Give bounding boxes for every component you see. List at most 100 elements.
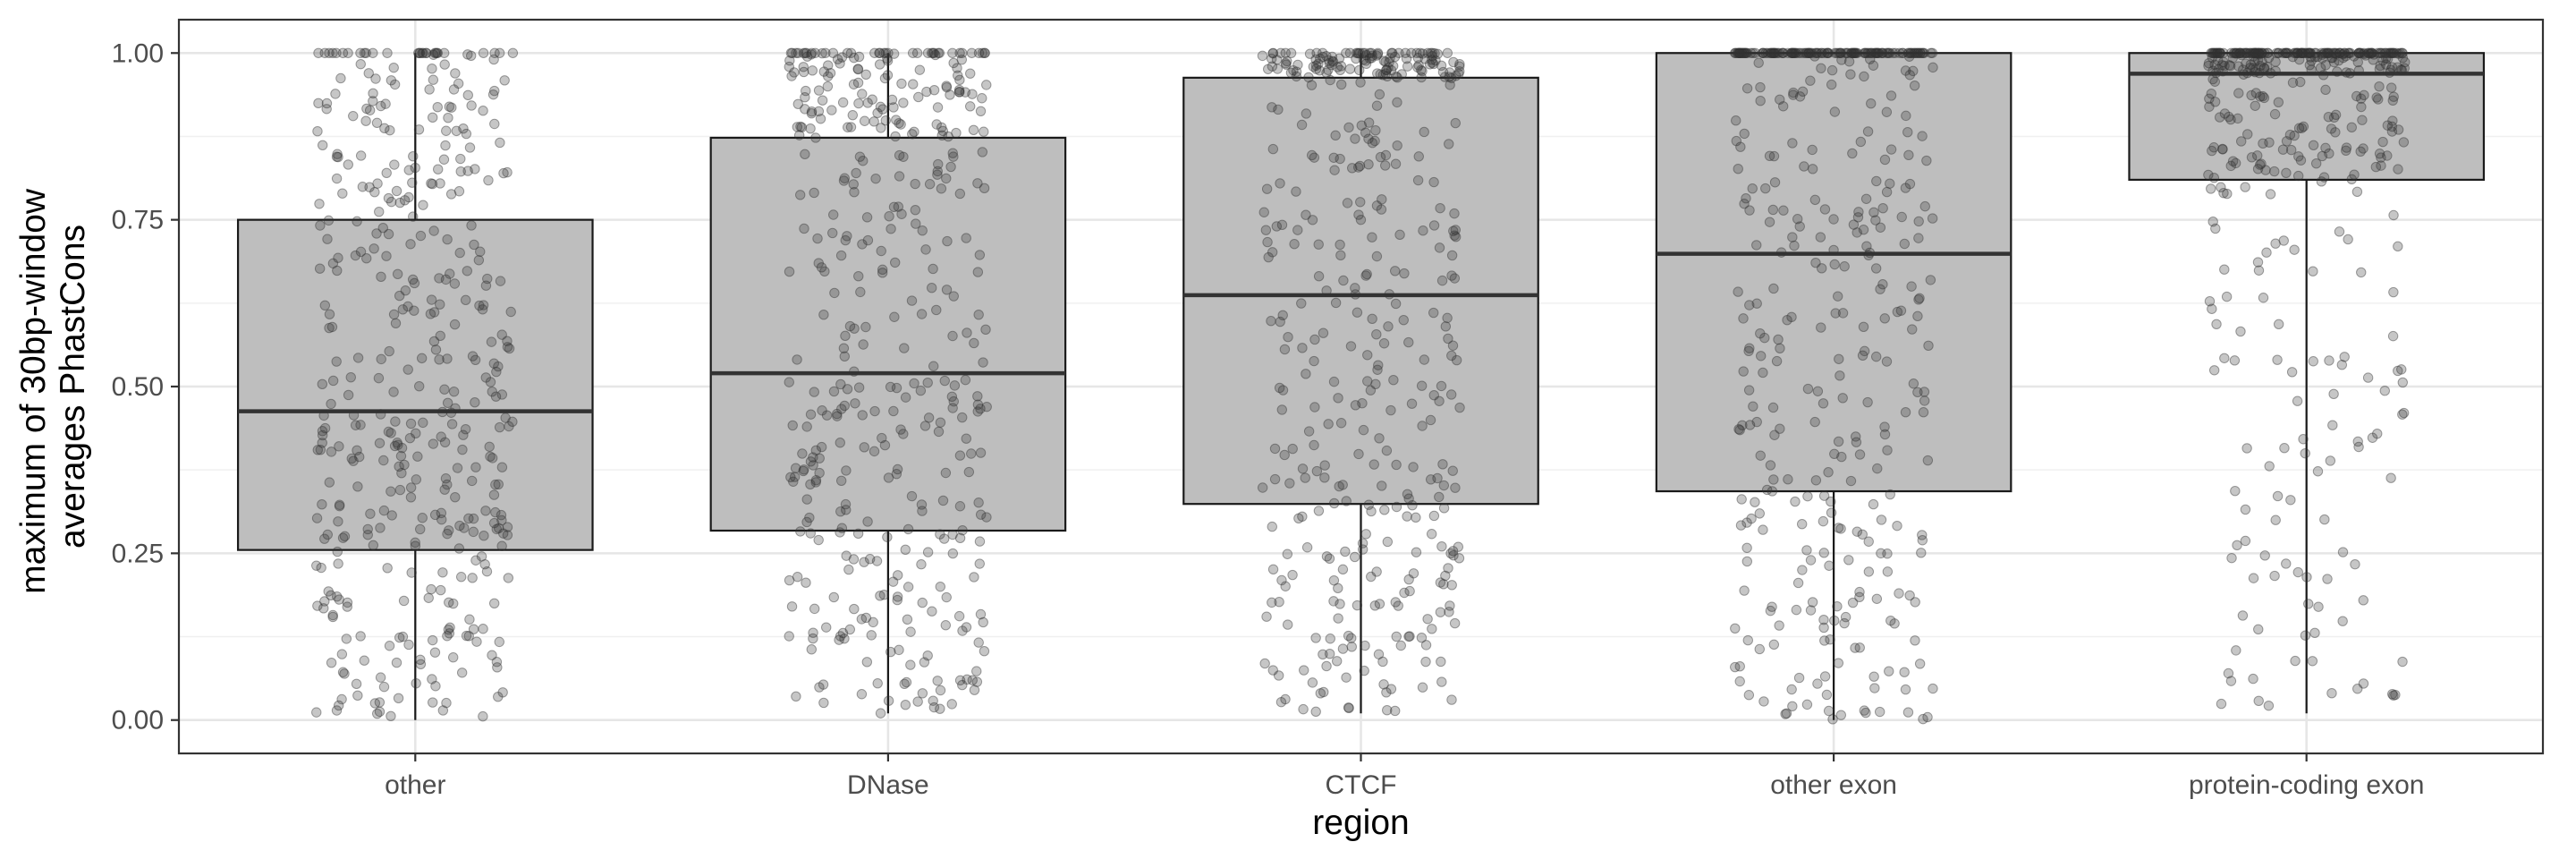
data-point	[2240, 535, 2251, 547]
data-point	[1445, 389, 1457, 400]
data-point	[312, 600, 323, 611]
data-point	[858, 339, 869, 350]
x-tick-label: other	[385, 770, 445, 800]
data-point	[1435, 577, 1446, 588]
data-point	[1900, 183, 1911, 193]
data-point	[2207, 217, 2218, 227]
data-point	[1899, 667, 1910, 677]
data-point	[1767, 47, 1777, 58]
data-point	[1860, 193, 1872, 204]
data-point	[448, 84, 460, 95]
data-point	[974, 536, 986, 547]
data-point	[2337, 48, 2349, 60]
data-point	[1879, 313, 1890, 324]
data-point	[497, 687, 508, 698]
data-point	[1377, 656, 1388, 668]
data-point	[2292, 47, 2303, 58]
data-point	[1791, 604, 1802, 616]
data-point	[934, 47, 945, 58]
data-point	[1903, 149, 1914, 161]
data-point	[2257, 56, 2267, 67]
data-point	[442, 353, 453, 364]
data-point	[906, 295, 918, 306]
data-point	[2305, 47, 2316, 58]
data-point	[455, 153, 466, 165]
data-point	[443, 112, 453, 123]
data-point	[369, 186, 380, 198]
data-point	[1448, 225, 1459, 236]
data-point	[1313, 271, 1325, 282]
data-point	[378, 505, 390, 516]
data-point	[1314, 65, 1326, 76]
data-point	[1730, 623, 1741, 634]
data-point	[2356, 101, 2367, 113]
data-point	[1900, 684, 1911, 695]
data-point	[435, 330, 445, 342]
data-point	[460, 424, 471, 435]
data-point	[973, 47, 985, 58]
data-point	[380, 98, 391, 109]
data-point	[1350, 283, 1360, 293]
data-point	[1366, 571, 1377, 583]
data-point	[2365, 48, 2376, 59]
data-point	[2224, 111, 2234, 123]
data-point	[1321, 50, 1332, 62]
data-point	[1871, 47, 1882, 58]
data-point	[482, 273, 493, 285]
data-point	[835, 58, 845, 69]
data-point	[1420, 656, 1431, 668]
data-point	[355, 150, 367, 161]
data-point	[2320, 84, 2331, 96]
data-point	[795, 526, 806, 537]
data-point	[428, 49, 439, 60]
data-point	[941, 285, 953, 295]
data-point	[1843, 47, 1853, 58]
data-point	[1732, 47, 1742, 58]
data-point	[1301, 542, 1313, 553]
data-point	[374, 706, 386, 718]
data-point	[1908, 65, 1919, 77]
data-point	[317, 499, 327, 510]
data-point	[840, 234, 851, 246]
data-point	[2257, 47, 2267, 58]
data-point	[1350, 400, 1361, 411]
data-point	[2292, 47, 2303, 58]
data-point	[910, 204, 921, 216]
data-point	[2252, 55, 2264, 65]
data-point	[2248, 47, 2258, 58]
data-point	[852, 77, 864, 89]
data-point	[1271, 221, 1283, 232]
data-point	[355, 420, 366, 430]
data-point	[321, 98, 333, 109]
data-point	[1298, 703, 1309, 715]
x-tick-label: CTCF	[1326, 770, 1397, 800]
data-point	[956, 54, 967, 65]
data-point	[2387, 330, 2399, 342]
data-point	[1263, 251, 1274, 263]
data-point	[853, 382, 865, 393]
data-point	[2264, 461, 2275, 472]
data-point	[316, 562, 326, 574]
data-point	[962, 674, 972, 685]
data-point	[1300, 472, 1310, 483]
data-point	[2318, 70, 2329, 81]
data-point	[2349, 169, 2360, 180]
data-point	[1837, 393, 1848, 404]
data-point	[1754, 643, 1765, 655]
data-point	[1447, 340, 1459, 351]
data-point	[471, 636, 482, 647]
data-point	[801, 421, 812, 432]
data-point	[809, 47, 821, 58]
data-point	[969, 572, 979, 583]
data-point	[844, 624, 855, 635]
data-point	[1889, 618, 1900, 629]
data-point	[975, 509, 987, 520]
data-point	[2341, 145, 2351, 156]
data-point	[798, 66, 809, 78]
data-point	[1419, 54, 1430, 64]
data-point	[1424, 59, 1436, 70]
data-point	[2300, 447, 2310, 459]
data-point	[364, 105, 376, 115]
data-point	[411, 474, 421, 485]
data-point	[852, 528, 864, 540]
